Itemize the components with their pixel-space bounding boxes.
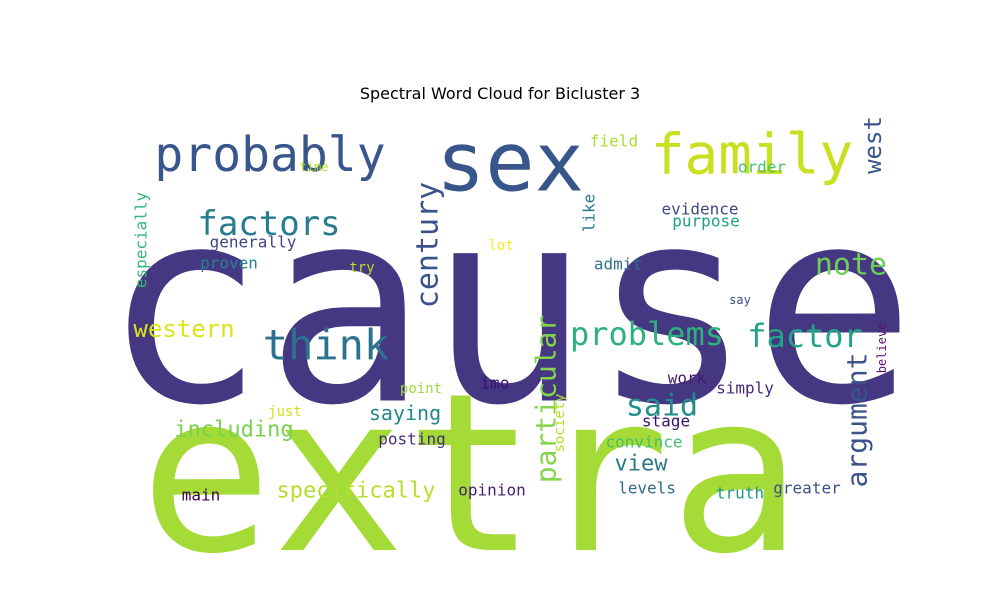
word-lot: lot <box>488 238 513 254</box>
word-admit: admit <box>594 255 642 274</box>
word-especially: especially <box>132 191 151 288</box>
word-main: main <box>182 486 221 505</box>
word-time: time <box>300 160 329 174</box>
word-convince: convince <box>605 433 682 452</box>
word-work: work <box>668 369 707 388</box>
word-point: point <box>400 381 442 397</box>
word-greater: greater <box>773 479 841 498</box>
word-sex: sex <box>436 116 584 211</box>
word-including: including <box>174 418 293 443</box>
word-century: century <box>411 182 446 308</box>
word-say: say <box>729 293 751 307</box>
word-simply: simply <box>716 379 774 398</box>
word-problems: problems <box>570 315 724 353</box>
word-stage: stage <box>642 412 690 431</box>
word-specifically: specifically <box>277 479 436 504</box>
word-evidence: evidence <box>661 200 738 219</box>
word-imo: imo <box>481 374 510 393</box>
word-like: like <box>580 194 599 233</box>
word-proven: proven <box>200 254 258 273</box>
word-extra: extra <box>140 346 802 600</box>
word-factor: factor <box>747 317 863 355</box>
word-believe: believe <box>875 323 889 374</box>
word-probably: probably <box>154 127 385 183</box>
word-opinion: opinion <box>458 481 525 500</box>
word-purpose: purpose <box>672 212 739 231</box>
word-note: note <box>815 248 887 283</box>
word-view: view <box>615 452 669 477</box>
chart-title: Spectral Word Cloud for Bicluster 3 <box>359 84 641 103</box>
word-argument: argument <box>841 353 874 488</box>
word-generally: generally <box>210 233 297 252</box>
word-west: west <box>859 116 887 174</box>
word-factors: factors <box>197 204 340 244</box>
word-western: western <box>133 315 234 343</box>
word-levels: levels <box>618 479 676 498</box>
word-particular: particular <box>530 315 563 484</box>
word-truth: truth <box>716 484 764 503</box>
word-think: think <box>263 321 389 370</box>
word-field: field <box>590 132 638 151</box>
word-order: order <box>738 158 787 177</box>
word-said: said <box>626 389 698 424</box>
word-try: try <box>349 260 374 276</box>
word-society: society <box>552 393 568 452</box>
word-family: family <box>651 123 853 188</box>
word-posting: posting <box>378 430 445 449</box>
word-saying: saying <box>369 401 441 425</box>
word-just: just <box>268 404 302 420</box>
word-cause: cause <box>103 150 916 465</box>
